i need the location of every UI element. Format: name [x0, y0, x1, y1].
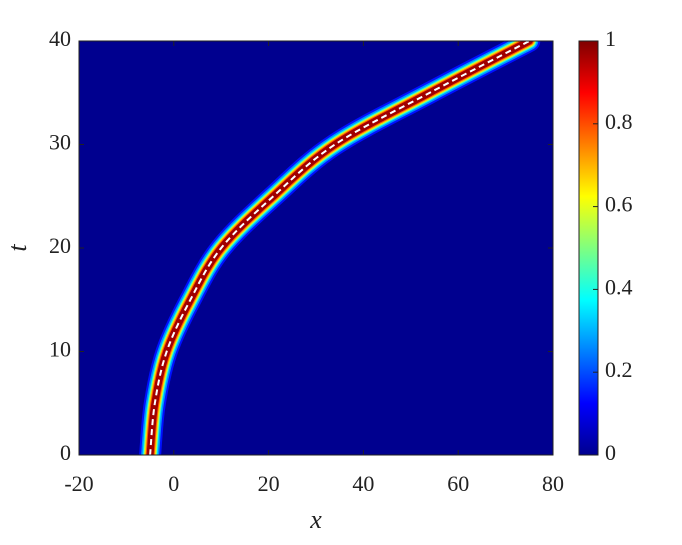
- y-tick-label: 20: [49, 233, 71, 258]
- x-tick-label: -20: [64, 471, 93, 496]
- x-axis-label: x: [309, 505, 322, 534]
- y-tick-label: 30: [49, 130, 71, 155]
- plot-area: [79, 41, 553, 455]
- x-tick-label: 40: [352, 471, 374, 496]
- y-tick-label: 10: [49, 337, 71, 362]
- y-axis-label: t: [3, 244, 32, 252]
- colorbar-tick-label: 0.4: [605, 274, 633, 299]
- colorbar: [578, 40, 599, 456]
- x-tick-label: 80: [542, 471, 564, 496]
- colorbar-tick-label: 0.8: [605, 109, 633, 134]
- trajectory-line: [149, 41, 530, 455]
- x-tick-label: 0: [168, 471, 179, 496]
- colorbar-tick-label: 0.2: [605, 357, 633, 382]
- x-tick-label: 60: [447, 471, 469, 496]
- colorbar-tick-label: 0: [605, 440, 616, 465]
- y-tick-label: 40: [49, 26, 71, 51]
- y-tick-label: 0: [60, 440, 71, 465]
- x-tick-label: 20: [258, 471, 280, 496]
- colorbar-tick-label: 1: [605, 26, 616, 51]
- colorbar-tick-label: 0.6: [605, 192, 633, 217]
